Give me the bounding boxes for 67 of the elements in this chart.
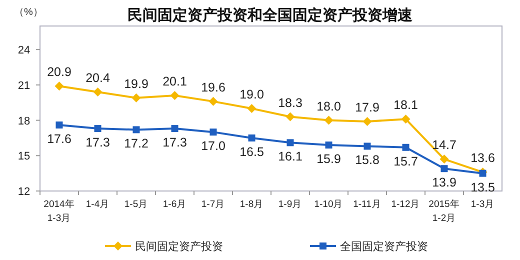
data-label: 20.4: [86, 71, 110, 85]
x-tick-label: 1-8月: [240, 199, 264, 210]
y-tick-label: 15: [18, 150, 30, 163]
data-label: 15.7: [394, 154, 418, 168]
point: [402, 144, 410, 151]
data-label: 19.6: [201, 80, 226, 94]
point: [248, 134, 256, 142]
point: [364, 142, 371, 150]
x-tick-label: 1-10月: [314, 199, 344, 210]
point: [93, 88, 102, 96]
data-label: 19.0: [240, 88, 264, 102]
data-label: 18.1: [394, 98, 418, 112]
data-label: 18.0: [316, 99, 341, 114]
point: [208, 96, 218, 106]
chart-title: 民间固定资产投资和全国固定资产投资增速: [128, 6, 414, 24]
point: [56, 122, 63, 128]
point: [286, 139, 294, 146]
point: [247, 104, 256, 113]
point: [171, 125, 178, 132]
data-label: 15.9: [316, 152, 341, 166]
x-tick-label: 1-7月: [201, 199, 226, 210]
point: [325, 142, 332, 149]
data-label: 15.8: [355, 153, 380, 168]
point: [132, 93, 141, 102]
data-label: 17.9: [355, 100, 380, 114]
x-tick-label: 2014年 1-3月: [44, 198, 75, 224]
data-label: 19.9: [124, 76, 148, 91]
point: [401, 114, 410, 124]
legend-label: 民间固定资产投资: [135, 240, 223, 253]
x-tick-label: 2015年 1-2月: [428, 198, 460, 224]
point: [440, 165, 448, 172]
data-label: 14.7: [432, 138, 456, 152]
data-label: 13.5: [470, 180, 495, 194]
point: [170, 91, 180, 100]
x-tick-label: 1-11月: [353, 199, 382, 210]
data-label: 20.1: [162, 74, 187, 89]
point: [324, 116, 334, 125]
data-label: 18.3: [278, 96, 302, 110]
data-label: 16.5: [240, 144, 264, 159]
point: [94, 125, 102, 132]
data-label: 17.2: [124, 136, 148, 151]
data-label: 13.9: [432, 176, 456, 190]
data-label: 17.3: [86, 136, 110, 150]
data-label: 16.1: [278, 150, 302, 164]
y-tick-label: 21: [18, 80, 30, 92]
y-tick-label: 18: [18, 115, 30, 128]
x-tick-label: 1-5月: [124, 199, 148, 210]
data-label: 13.6: [470, 151, 495, 166]
point: [440, 154, 449, 164]
data-label: 17.6: [47, 132, 72, 146]
y-axis-title: （%）: [14, 7, 43, 18]
x-tick-label: 1-6月: [162, 199, 187, 210]
x-tick-label: 1-4月: [86, 199, 110, 210]
legend-label: 全国固定资产投资: [340, 240, 428, 253]
x-tick-label: 1-12月: [391, 199, 420, 210]
data-label: 20.9: [47, 65, 72, 80]
y-tick-label: 12: [18, 186, 30, 198]
point: [286, 112, 295, 122]
point: [132, 126, 140, 134]
point: [362, 116, 372, 126]
data-label: 17.0: [201, 139, 226, 154]
data-label: 17.3: [162, 136, 187, 150]
x-tick-label: 1-9月: [278, 199, 302, 210]
x-tick-label: 1-3月: [470, 199, 495, 210]
y-tick-label: 24: [18, 44, 30, 57]
point: [54, 82, 64, 91]
point: [210, 128, 217, 136]
